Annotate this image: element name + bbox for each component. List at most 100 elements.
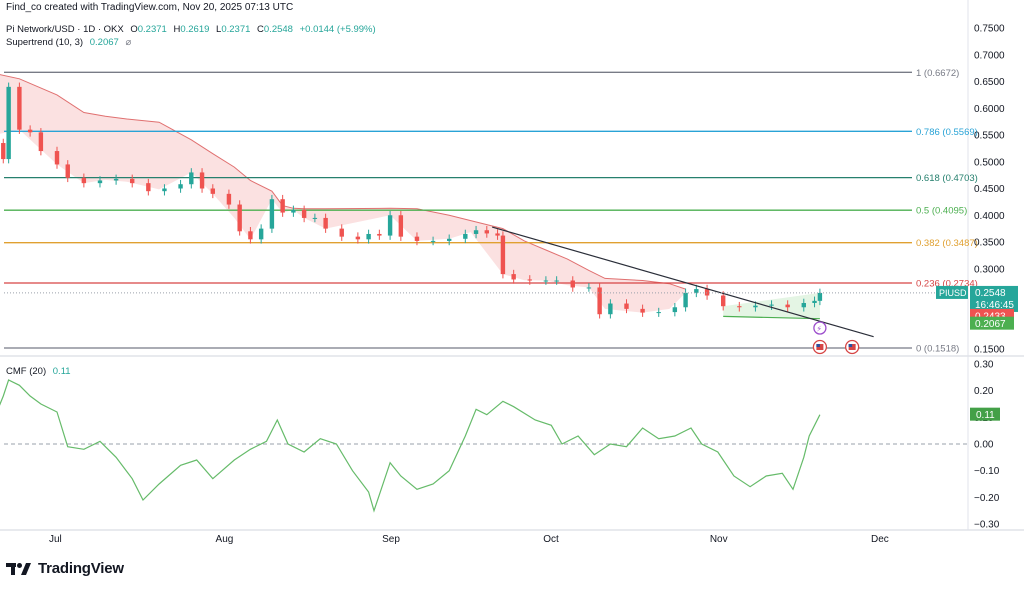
- candle: [6, 86, 11, 160]
- candle: [162, 188, 167, 192]
- price-axis-tick: 0.4500: [974, 184, 1005, 195]
- fib-level-label: 0.382 (0.3487): [916, 238, 978, 249]
- candle: [27, 129, 33, 133]
- candle: [812, 300, 817, 303]
- open-label: O: [130, 24, 138, 35]
- candle: [189, 172, 194, 185]
- candle: [484, 230, 490, 234]
- symbol-tag: [936, 285, 968, 299]
- time-axis-tick: Sep: [382, 534, 400, 545]
- candle: [704, 289, 710, 296]
- open-value: O0.2371: [130, 24, 166, 35]
- candle: [377, 233, 382, 236]
- cmf-tag-value: 0.11: [976, 410, 995, 421]
- candle: [258, 228, 264, 240]
- time-axis-tick: Jul: [49, 534, 62, 545]
- candle: [495, 233, 500, 236]
- price-axis-tick: 0.3000: [974, 264, 1005, 275]
- candle: [597, 287, 602, 315]
- fib-level-label: 0.786 (0.5569): [916, 127, 978, 138]
- low-label: L: [216, 24, 222, 35]
- candle: [694, 289, 699, 293]
- high-number: 0.2619: [180, 24, 210, 35]
- cmf-axis-tick: −0.10: [974, 466, 1000, 477]
- candle: [17, 86, 22, 130]
- tradingview-branding[interactable]: TradingView: [6, 560, 124, 577]
- candle: [97, 180, 103, 184]
- close-number: 0.2548: [263, 24, 293, 35]
- candle: [355, 236, 361, 240]
- candle: [527, 279, 532, 281]
- low-number: 0.2371: [221, 24, 251, 35]
- candle: [608, 303, 613, 315]
- candle: [130, 178, 135, 184]
- cmf-tag: [970, 407, 1000, 421]
- candle: [511, 274, 516, 280]
- candle: [81, 177, 87, 184]
- candle: [1, 143, 6, 160]
- candle: [543, 280, 549, 282]
- fib-level-label: 0.5 (0.4095): [916, 206, 967, 217]
- candle: [210, 188, 216, 194]
- low-value: L0.2371: [216, 24, 250, 35]
- price-axis-tick: 0.5500: [974, 131, 1005, 142]
- price-axis-tick: 0.4000: [974, 211, 1005, 222]
- candle: [312, 217, 318, 219]
- countdown-value: 16:46:45: [975, 300, 1014, 311]
- fib-level-label: 0.618 (0.4703): [916, 173, 978, 184]
- supertrend-support-line: [723, 315, 820, 320]
- time-axis-tick: Aug: [216, 534, 234, 545]
- candle: [237, 204, 242, 232]
- cmf-line: [0, 379, 821, 513]
- price-axis-tick: 0.6000: [974, 104, 1005, 115]
- cmf-label: CMF (20): [6, 366, 47, 377]
- candle: [398, 215, 404, 237]
- supertrend-legend: Supertrend (10, 3) 0.2067 ⌀: [6, 37, 135, 48]
- us-flag-canton: [848, 344, 853, 347]
- visibility-icon[interactable]: ⌀: [125, 37, 132, 48]
- credit-line: Find_co created with TradingView.com, No…: [6, 2, 294, 13]
- fib-level-label: 0 (0.1518): [916, 344, 959, 355]
- candle: [430, 240, 436, 242]
- cmf-value: 0.11: [52, 366, 71, 377]
- fib-level-label: 0.236 (0.2734): [916, 278, 978, 289]
- candle: [339, 228, 344, 237]
- fib-level-label: 1 (0.6672): [916, 68, 959, 79]
- symbol-tag-label: PIUSD: [939, 288, 967, 298]
- candle: [586, 287, 592, 289]
- time-axis-tick: Oct: [543, 534, 559, 545]
- price-axis-tick: 0.1500: [974, 345, 1005, 356]
- trend-line: [492, 226, 874, 338]
- supertrend-cloud: [0, 74, 686, 313]
- candle: [387, 215, 393, 236]
- candle: [817, 292, 823, 301]
- candle: [446, 238, 452, 241]
- time-axis-tick: Dec: [871, 534, 889, 545]
- cmf-axis-tick: −0.20: [974, 493, 1000, 504]
- high-value: H0.2619: [173, 24, 209, 35]
- price-axis-tick: 0.6500: [974, 77, 1005, 88]
- candle: [500, 235, 506, 275]
- price-axis-tick: 0.3500: [974, 238, 1005, 249]
- candle: [366, 233, 371, 240]
- candle: [226, 193, 232, 205]
- time-axis-tick: Nov: [710, 534, 728, 545]
- candle: [785, 304, 790, 308]
- change-value: +0.0144 (+5.99%): [299, 24, 376, 35]
- cmf-axis-tick: 0.30: [974, 360, 994, 371]
- lightning-glyph: ⚡: [816, 325, 822, 334]
- candle: [801, 302, 806, 308]
- price-tag: [970, 316, 1014, 330]
- tradingview-wordmark: TradingView: [38, 560, 124, 577]
- last-price-value: 0.2548: [975, 288, 1006, 299]
- candle: [672, 307, 678, 313]
- candle: [199, 172, 205, 189]
- candle: [248, 231, 253, 240]
- close-label: C: [257, 24, 264, 35]
- us-flag-canton: [816, 344, 820, 347]
- candle: [640, 308, 645, 313]
- candle: [683, 292, 688, 308]
- tradingview-logo-icon: [6, 562, 31, 575]
- candle: [769, 304, 774, 306]
